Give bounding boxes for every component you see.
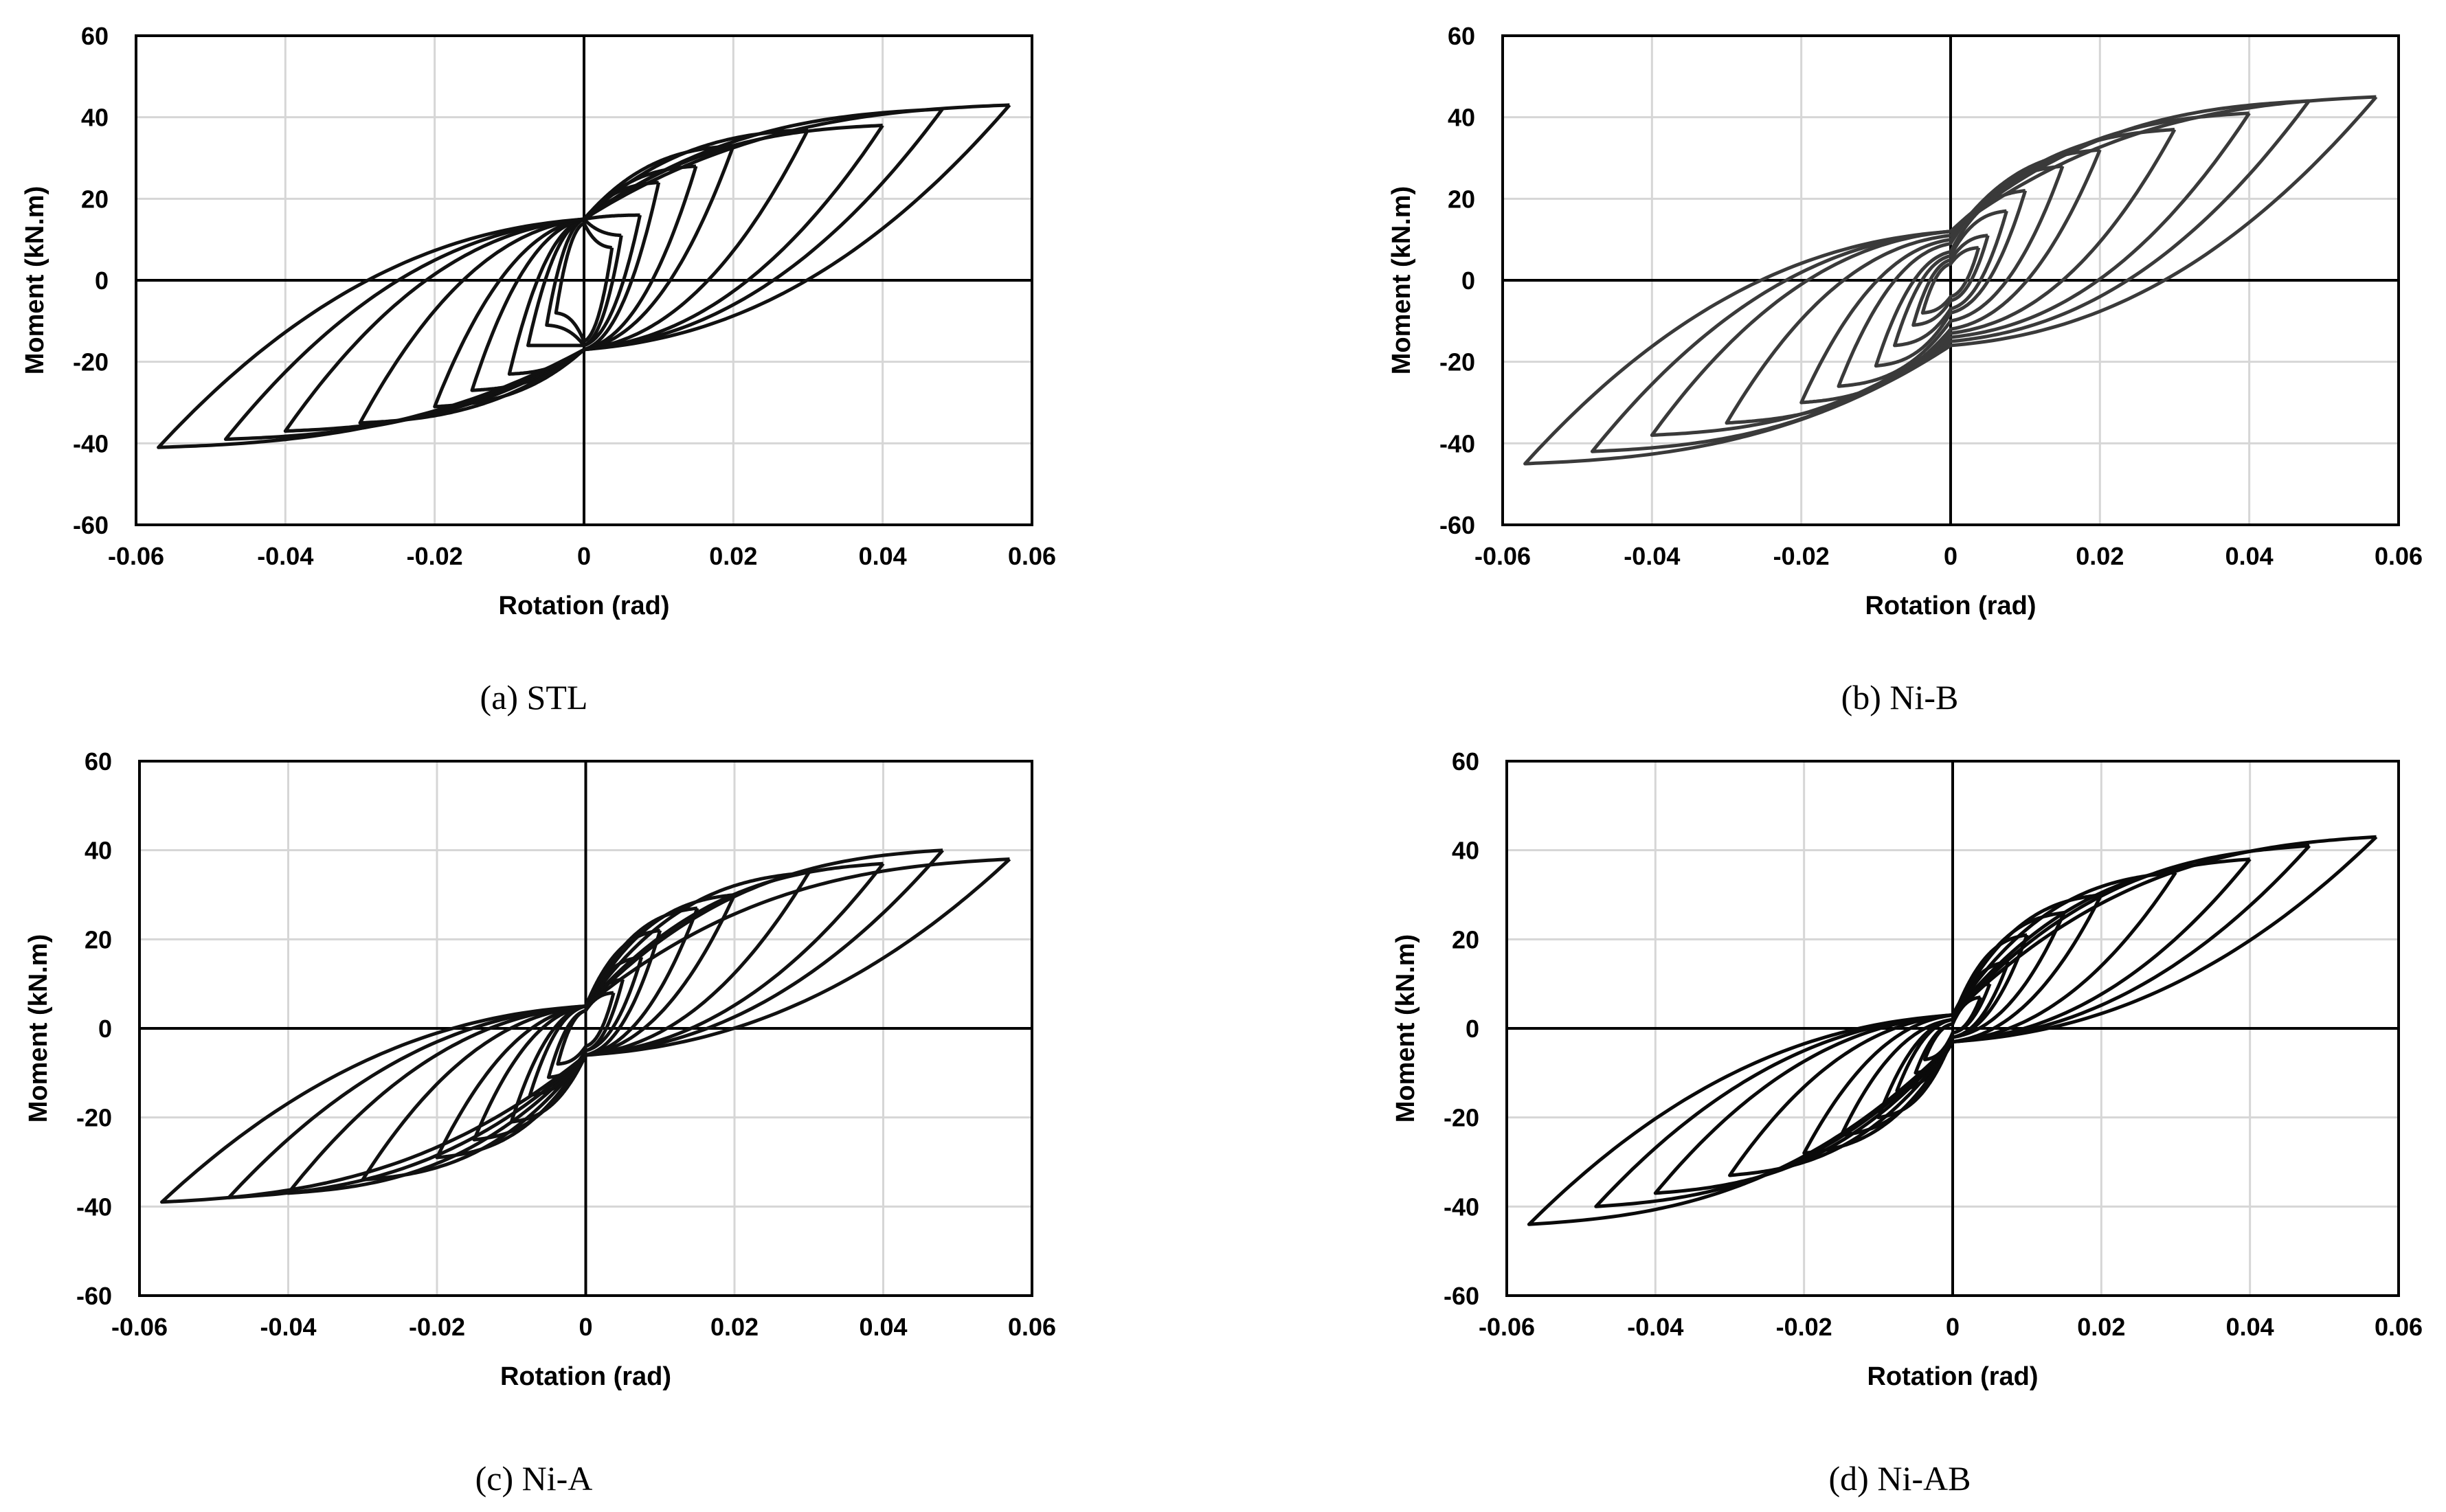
chart-d-ytick-label-2: -20 xyxy=(1444,1104,1479,1132)
chart-a-ytick-label-2: -20 xyxy=(73,348,109,376)
chart-b-ytick-label-4: 20 xyxy=(1448,185,1475,213)
chart-b-xtick-label-4: 0.02 xyxy=(2076,542,2124,570)
chart-a-ytick-label-0: -60 xyxy=(73,511,109,539)
chart-d-loop-7 xyxy=(1653,857,2252,1195)
chart-b-loop-1 xyxy=(1911,234,1990,327)
chart-c-xtick-label-5: 0.04 xyxy=(859,1313,907,1341)
chart-b-xtick-label-6: 0.06 xyxy=(2375,542,2423,570)
chart-c-loop-5 xyxy=(435,893,737,1160)
chart-d-loop-3 xyxy=(1876,933,2029,1120)
chart-c-ylabel: Moment (kN.m) xyxy=(24,934,53,1122)
chart-d-loop-9 xyxy=(1527,835,2378,1226)
chart-d-xtick-label-5: 0.04 xyxy=(2226,1313,2274,1341)
chart-a-xtick-label-0: -0.06 xyxy=(108,542,164,570)
chart-a-loop-0 xyxy=(554,221,614,343)
chart-a-xtick-label-6: 0.06 xyxy=(1008,542,1056,570)
chart-b-loop-0 xyxy=(1920,246,1981,315)
chart-a-xlabel: Rotation (rad) xyxy=(498,591,669,620)
chart-a-loop-7 xyxy=(283,124,884,433)
chart-d-ytick-label-5: 40 xyxy=(1452,837,1479,865)
chart-a-xtick-label-3: 0 xyxy=(577,542,591,570)
chart-a-ytick-label-6: 60 xyxy=(81,22,109,50)
chart-b-ytick-label-3: 0 xyxy=(1461,267,1475,295)
chart-a-xtick-label-2: -0.02 xyxy=(407,542,463,570)
chart-a-xtick-label-4: 0.02 xyxy=(709,542,757,570)
chart-d-xtick-label-3: 0 xyxy=(1946,1313,1960,1341)
caption-c: (c) Ni-A xyxy=(475,1459,593,1498)
chart-b-ylabel: Moment (kN.m) xyxy=(1387,186,1416,374)
chart-c-xtick-label-0: -0.06 xyxy=(111,1313,168,1341)
chart-d-loop-6 xyxy=(1728,870,2177,1177)
chart-c-xtick-label-1: -0.04 xyxy=(260,1313,316,1341)
chart-b-loop-8 xyxy=(1590,99,2311,453)
chart-a-loop-9 xyxy=(157,103,1011,449)
chart-b-loop-2 xyxy=(1893,209,2008,348)
chart-c-ytick-label-1: -40 xyxy=(76,1193,112,1221)
chart-a-xtick-label-1: -0.04 xyxy=(257,542,313,570)
chart-c-loop-9 xyxy=(160,857,1011,1204)
chart-c-loop-4 xyxy=(472,906,699,1142)
chart-c-ytick-label-5: 40 xyxy=(85,837,112,865)
chart-b-loop-7 xyxy=(1650,111,2251,437)
chart-a-loop-2 xyxy=(526,213,642,348)
chart-c-xtick-label-6: 0.06 xyxy=(1008,1313,1056,1341)
chart-a-ylabel: Moment (kN.m) xyxy=(21,186,49,374)
chart-c-xlabel: Rotation (rad) xyxy=(500,1362,671,1391)
chart-c-ytick-label-6: 60 xyxy=(85,747,112,776)
chart-b-ytick-label-0: -60 xyxy=(1439,511,1475,539)
chart-d-xlabel: Rotation (rad) xyxy=(1867,1362,2038,1391)
chart-c-ytick-label-0: -60 xyxy=(76,1282,112,1310)
chart-a-loop-8 xyxy=(223,107,944,441)
chart-c-ytick-label-2: -20 xyxy=(76,1104,112,1132)
caption-b: (b) Ni-B xyxy=(1841,678,1959,716)
chart-a-ytick-label-4: 20 xyxy=(81,185,109,213)
chart-c-ytick-label-3: 0 xyxy=(98,1015,112,1043)
chart-b-loop-9 xyxy=(1523,95,2378,466)
chart-d-loop-8 xyxy=(1594,844,2311,1208)
chart-a-xtick-label-5: 0.04 xyxy=(859,542,907,570)
chart-d-xtick-label-0: -0.06 xyxy=(1479,1313,1535,1341)
chart-b-xtick-label-5: 0.04 xyxy=(2225,542,2274,570)
chart-a-ytick-label-5: 40 xyxy=(81,104,109,132)
chart-d-xtick-label-1: -0.04 xyxy=(1627,1313,1683,1341)
chart-c-ytick-label-4: 20 xyxy=(85,925,112,954)
caption-d: (d) Ni-AB xyxy=(1828,1459,1971,1498)
chart-d-ytick-label-4: 20 xyxy=(1452,925,1479,954)
chart-d-loop-5 xyxy=(1802,893,2103,1155)
chart-d-xtick-label-6: 0.06 xyxy=(2375,1313,2423,1341)
chart-b-loop-5 xyxy=(1799,148,2102,405)
chart-a-loop-6 xyxy=(358,128,810,425)
chart-b-ytick-label-2: -20 xyxy=(1439,348,1475,376)
chart-d-ytick-label-0: -60 xyxy=(1444,1282,1479,1310)
chart-c-xtick-label-4: 0.02 xyxy=(710,1313,759,1341)
chart-b-ytick-label-6: 60 xyxy=(1448,22,1475,50)
chart-b-loop-6 xyxy=(1725,128,2177,425)
chart-d-ytick-label-1: -40 xyxy=(1444,1193,1479,1221)
chart-b-xtick-label-2: -0.02 xyxy=(1773,542,1830,570)
chart-b-xtick-label-1: -0.04 xyxy=(1624,542,1680,570)
chart-d-ytick-label-3: 0 xyxy=(1466,1015,1479,1043)
chart-b-xlabel: Rotation (rad) xyxy=(1865,591,2036,620)
chart-b-xtick-label-0: -0.06 xyxy=(1474,542,1531,570)
chart-d-xtick-label-2: -0.02 xyxy=(1776,1313,1832,1341)
chart-b-ytick-label-1: -40 xyxy=(1439,429,1475,458)
chart-a-ytick-label-3: 0 xyxy=(95,267,109,295)
chart-d-ylabel: Moment (kN.m) xyxy=(1391,934,1420,1122)
chart-b-ytick-label-5: 40 xyxy=(1448,104,1475,132)
chart-a-loop-5 xyxy=(433,144,735,409)
chart-a-ytick-label-1: -40 xyxy=(73,429,109,458)
chart-b-xtick-label-3: 0 xyxy=(1944,542,1957,570)
chart-c-xtick-label-2: -0.02 xyxy=(409,1313,465,1341)
chart-d-xtick-label-4: 0.02 xyxy=(2077,1313,2125,1341)
chart-a-loop-1 xyxy=(545,217,623,348)
chart-c-xtick-label-3: 0 xyxy=(579,1313,592,1341)
caption-a: (a) STL xyxy=(480,678,588,716)
chart-d-ytick-label-6: 60 xyxy=(1452,747,1479,776)
